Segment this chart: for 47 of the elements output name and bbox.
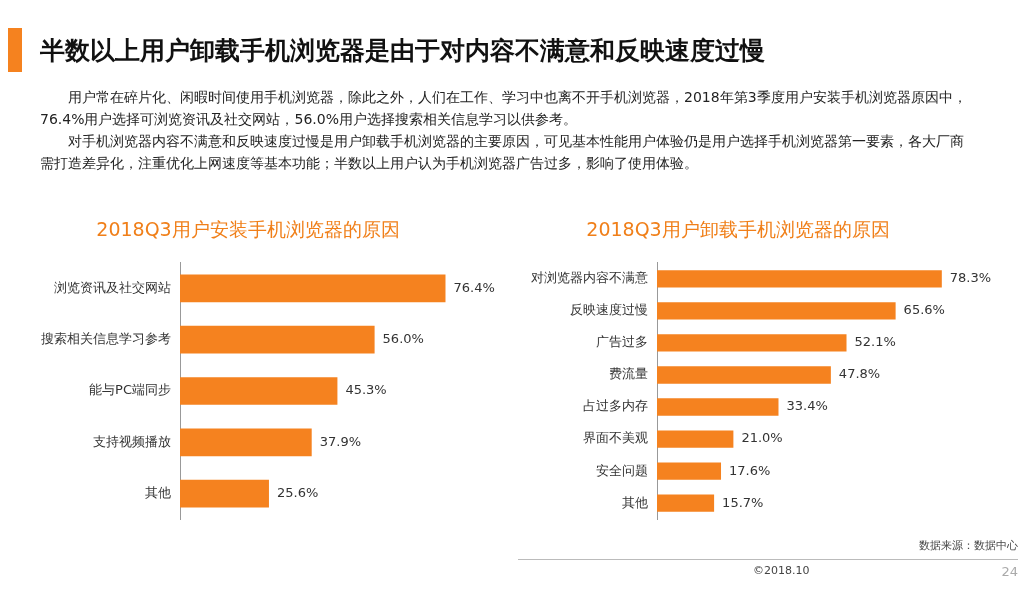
text: ©2018.10	[752, 564, 810, 579]
bar	[657, 462, 722, 480]
data-label: 37.9%	[319, 433, 362, 449]
y-tick-label: 安全问题	[596, 462, 648, 478]
y-tick-label: 能与PC端同步	[89, 382, 171, 398]
bar	[180, 428, 312, 457]
bar	[180, 479, 269, 508]
data-label: 21.0%	[741, 430, 783, 446]
bar	[657, 302, 896, 320]
data-label: 65.6%	[903, 302, 945, 318]
data-label: 76.4%	[453, 279, 495, 295]
y-tick-label: 对浏览器内容不满意	[531, 270, 648, 286]
data-label: 33.4%	[786, 398, 828, 414]
data-label: 25.6%	[276, 484, 319, 500]
y-tick-label: 支持视频播放	[93, 433, 171, 449]
y-tick-label: 费流量	[609, 366, 648, 382]
bar	[180, 377, 338, 405]
y-tick-label: 其他	[622, 494, 648, 510]
y-tick-label: 反映速度过慢	[570, 302, 648, 318]
source-note: 数据来源：数据中心	[918, 538, 1018, 553]
bar	[657, 430, 734, 448]
y-tick-label: 界面不美观	[583, 430, 648, 446]
bar	[657, 366, 831, 384]
data-label: 45.3%	[345, 382, 387, 398]
bar	[657, 334, 847, 352]
text: 用户常在碎片化、闲暇时间使用手机浏览器，除此之外，人们在工作、学习中也离不开手机浏览器，2018年第3季度用户安装手机浏览器原因中，76.4%用户选择可浏览资讯及社交网站，56.0%用户选择搜索相关信息学习以供参考。	[40, 88, 968, 129]
text: 对手机浏览器内容不满意和反映速度过慢是用户卸载手机浏览器的主要原因，可见基本性能用户体验仍是用户选择手机浏览器第一要素，各大厂商需打造差异化，注重优化上网速度等基本功能；半数以上用户认为手机浏览器广告过多，影响了使用体验。	[40, 132, 965, 173]
data-label: 78.3%	[949, 270, 992, 286]
y-tick-label: 占过多内存	[583, 398, 648, 414]
data-label: 15.7%	[722, 494, 764, 510]
data-label: 47.8%	[838, 366, 881, 382]
y-tick-label: 搜索相关信息学习参考	[41, 331, 171, 347]
data-label: 17.6%	[729, 462, 771, 478]
bar	[657, 270, 942, 288]
bar	[657, 398, 779, 416]
text: 24	[1001, 564, 1018, 579]
bar	[180, 325, 375, 354]
data-label: 52.1%	[854, 334, 896, 350]
bar	[180, 274, 446, 303]
chart-title: 2018Q3用户安装手机浏览器的原因	[96, 218, 400, 241]
text: 半数以上用户卸载手机浏览器是由于对内容不满意和反映速度过慢	[40, 34, 765, 67]
y-tick-label: 浏览资讯及社交网站	[54, 279, 171, 295]
data-label: 56.0%	[382, 331, 424, 347]
y-tick-label: 广告过多	[596, 334, 648, 350]
bar	[657, 494, 715, 512]
y-tick-label: 其他	[145, 484, 171, 500]
chart-title: 2018Q3用户卸载手机浏览器的原因	[586, 218, 890, 241]
